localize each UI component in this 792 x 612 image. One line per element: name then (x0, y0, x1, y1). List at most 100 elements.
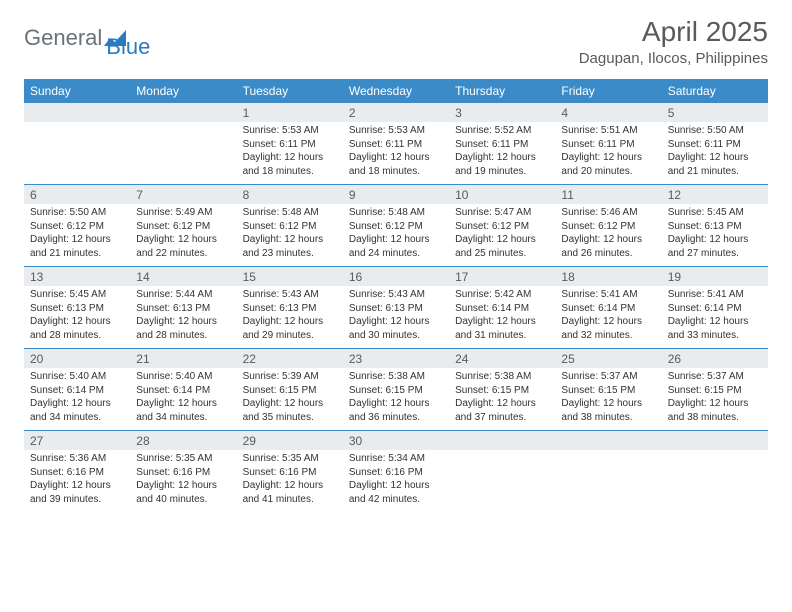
sunrise-line: Sunrise: 5:38 AM (349, 370, 443, 384)
sunrise-line: Sunrise: 5:47 AM (455, 206, 549, 220)
day-data-cell: Sunrise: 5:46 AMSunset: 6:12 PMDaylight:… (555, 204, 661, 267)
day-data-cell: Sunrise: 5:43 AMSunset: 6:13 PMDaylight:… (343, 286, 449, 349)
sunrise-line: Sunrise: 5:34 AM (349, 452, 443, 466)
day-data-cell: Sunrise: 5:35 AMSunset: 6:16 PMDaylight:… (130, 450, 236, 512)
daylight-line: Daylight: 12 hours and 20 minutes. (561, 151, 655, 178)
day-data-cell: Sunrise: 5:51 AMSunset: 6:11 PMDaylight:… (555, 122, 661, 185)
day-number-cell: 17 (449, 267, 555, 286)
day-data-cell: Sunrise: 5:42 AMSunset: 6:14 PMDaylight:… (449, 286, 555, 349)
weekday-header: Tuesday (237, 79, 343, 103)
daylight-line: Daylight: 12 hours and 36 minutes. (349, 397, 443, 424)
daylight-line: Daylight: 12 hours and 18 minutes. (349, 151, 443, 178)
daylight-line: Daylight: 12 hours and 39 minutes. (30, 479, 124, 506)
day-data-cell: Sunrise: 5:34 AMSunset: 6:16 PMDaylight:… (343, 450, 449, 512)
day-data-row: Sunrise: 5:36 AMSunset: 6:16 PMDaylight:… (24, 450, 768, 512)
day-number-cell: 27 (24, 431, 130, 450)
day-data-cell: Sunrise: 5:52 AMSunset: 6:11 PMDaylight:… (449, 122, 555, 185)
sunrise-line: Sunrise: 5:51 AM (561, 124, 655, 138)
day-data-cell: Sunrise: 5:41 AMSunset: 6:14 PMDaylight:… (662, 286, 768, 349)
sunset-line: Sunset: 6:13 PM (136, 302, 230, 316)
sunset-line: Sunset: 6:11 PM (455, 138, 549, 152)
calendar-table: Sunday Monday Tuesday Wednesday Thursday… (24, 79, 768, 512)
day-number-cell (449, 431, 555, 450)
sunset-line: Sunset: 6:15 PM (349, 384, 443, 398)
sunset-line: Sunset: 6:16 PM (136, 466, 230, 480)
sunrise-line: Sunrise: 5:41 AM (668, 288, 762, 302)
day-number-cell (130, 103, 236, 122)
sunset-line: Sunset: 6:12 PM (349, 220, 443, 234)
sunrise-line: Sunrise: 5:40 AM (136, 370, 230, 384)
day-number-cell: 10 (449, 185, 555, 204)
sunset-line: Sunset: 6:14 PM (455, 302, 549, 316)
sunrise-line: Sunrise: 5:48 AM (349, 206, 443, 220)
sunrise-line: Sunrise: 5:48 AM (243, 206, 337, 220)
day-data-row: Sunrise: 5:40 AMSunset: 6:14 PMDaylight:… (24, 368, 768, 431)
daylight-line: Daylight: 12 hours and 19 minutes. (455, 151, 549, 178)
daylight-line: Daylight: 12 hours and 22 minutes. (136, 233, 230, 260)
day-number-cell: 21 (130, 349, 236, 368)
sunset-line: Sunset: 6:13 PM (30, 302, 124, 316)
location-subtitle: Dagupan, Ilocos, Philippines (579, 50, 768, 67)
day-number-cell: 3 (449, 103, 555, 122)
sunrise-line: Sunrise: 5:36 AM (30, 452, 124, 466)
day-number-cell: 16 (343, 267, 449, 286)
page-title: April 2025 (579, 16, 768, 48)
day-data-cell: Sunrise: 5:43 AMSunset: 6:13 PMDaylight:… (237, 286, 343, 349)
day-number-row: 12345 (24, 103, 768, 122)
day-number-cell: 4 (555, 103, 661, 122)
sunset-line: Sunset: 6:14 PM (561, 302, 655, 316)
day-data-cell: Sunrise: 5:39 AMSunset: 6:15 PMDaylight:… (237, 368, 343, 431)
day-number-cell: 25 (555, 349, 661, 368)
daylight-line: Daylight: 12 hours and 35 minutes. (243, 397, 337, 424)
daylight-line: Daylight: 12 hours and 23 minutes. (243, 233, 337, 260)
day-data-cell: Sunrise: 5:45 AMSunset: 6:13 PMDaylight:… (24, 286, 130, 349)
day-number-cell: 13 (24, 267, 130, 286)
sunrise-line: Sunrise: 5:38 AM (455, 370, 549, 384)
day-data-cell: Sunrise: 5:53 AMSunset: 6:11 PMDaylight:… (237, 122, 343, 185)
sunset-line: Sunset: 6:13 PM (349, 302, 443, 316)
sunrise-line: Sunrise: 5:41 AM (561, 288, 655, 302)
day-number-cell: 1 (237, 103, 343, 122)
day-number-row: 13141516171819 (24, 267, 768, 286)
sunrise-line: Sunrise: 5:40 AM (30, 370, 124, 384)
daylight-line: Daylight: 12 hours and 34 minutes. (136, 397, 230, 424)
sunrise-line: Sunrise: 5:37 AM (668, 370, 762, 384)
sunset-line: Sunset: 6:11 PM (668, 138, 762, 152)
sunset-line: Sunset: 6:12 PM (30, 220, 124, 234)
sunrise-line: Sunrise: 5:39 AM (243, 370, 337, 384)
day-data-cell: Sunrise: 5:44 AMSunset: 6:13 PMDaylight:… (130, 286, 236, 349)
day-number-cell: 22 (237, 349, 343, 368)
day-data-cell: Sunrise: 5:36 AMSunset: 6:16 PMDaylight:… (24, 450, 130, 512)
daylight-line: Daylight: 12 hours and 29 minutes. (243, 315, 337, 342)
weekday-header: Thursday (449, 79, 555, 103)
sunset-line: Sunset: 6:16 PM (243, 466, 337, 480)
day-data-cell: Sunrise: 5:40 AMSunset: 6:14 PMDaylight:… (130, 368, 236, 431)
sunset-line: Sunset: 6:16 PM (349, 466, 443, 480)
daylight-line: Daylight: 12 hours and 40 minutes. (136, 479, 230, 506)
day-number-cell: 6 (24, 185, 130, 204)
day-number-cell (662, 431, 768, 450)
sunrise-line: Sunrise: 5:45 AM (30, 288, 124, 302)
daylight-line: Daylight: 12 hours and 21 minutes. (668, 151, 762, 178)
sunset-line: Sunset: 6:15 PM (668, 384, 762, 398)
day-data-cell: Sunrise: 5:49 AMSunset: 6:12 PMDaylight:… (130, 204, 236, 267)
logo: General Blue (24, 16, 150, 60)
day-number-cell: 18 (555, 267, 661, 286)
day-data-cell: Sunrise: 5:50 AMSunset: 6:12 PMDaylight:… (24, 204, 130, 267)
logo-text-1: General (24, 25, 102, 51)
daylight-line: Daylight: 12 hours and 28 minutes. (136, 315, 230, 342)
header: General Blue April 2025 Dagupan, Ilocos,… (24, 16, 768, 67)
sunrise-line: Sunrise: 5:50 AM (668, 124, 762, 138)
day-number-row: 27282930 (24, 431, 768, 450)
day-number-cell: 28 (130, 431, 236, 450)
daylight-line: Daylight: 12 hours and 26 minutes. (561, 233, 655, 260)
daylight-line: Daylight: 12 hours and 27 minutes. (668, 233, 762, 260)
day-number-cell (555, 431, 661, 450)
daylight-line: Daylight: 12 hours and 24 minutes. (349, 233, 443, 260)
sunset-line: Sunset: 6:11 PM (243, 138, 337, 152)
day-data-cell (24, 122, 130, 185)
day-data-cell: Sunrise: 5:48 AMSunset: 6:12 PMDaylight:… (343, 204, 449, 267)
daylight-line: Daylight: 12 hours and 28 minutes. (30, 315, 124, 342)
day-data-row: Sunrise: 5:45 AMSunset: 6:13 PMDaylight:… (24, 286, 768, 349)
sunset-line: Sunset: 6:14 PM (136, 384, 230, 398)
